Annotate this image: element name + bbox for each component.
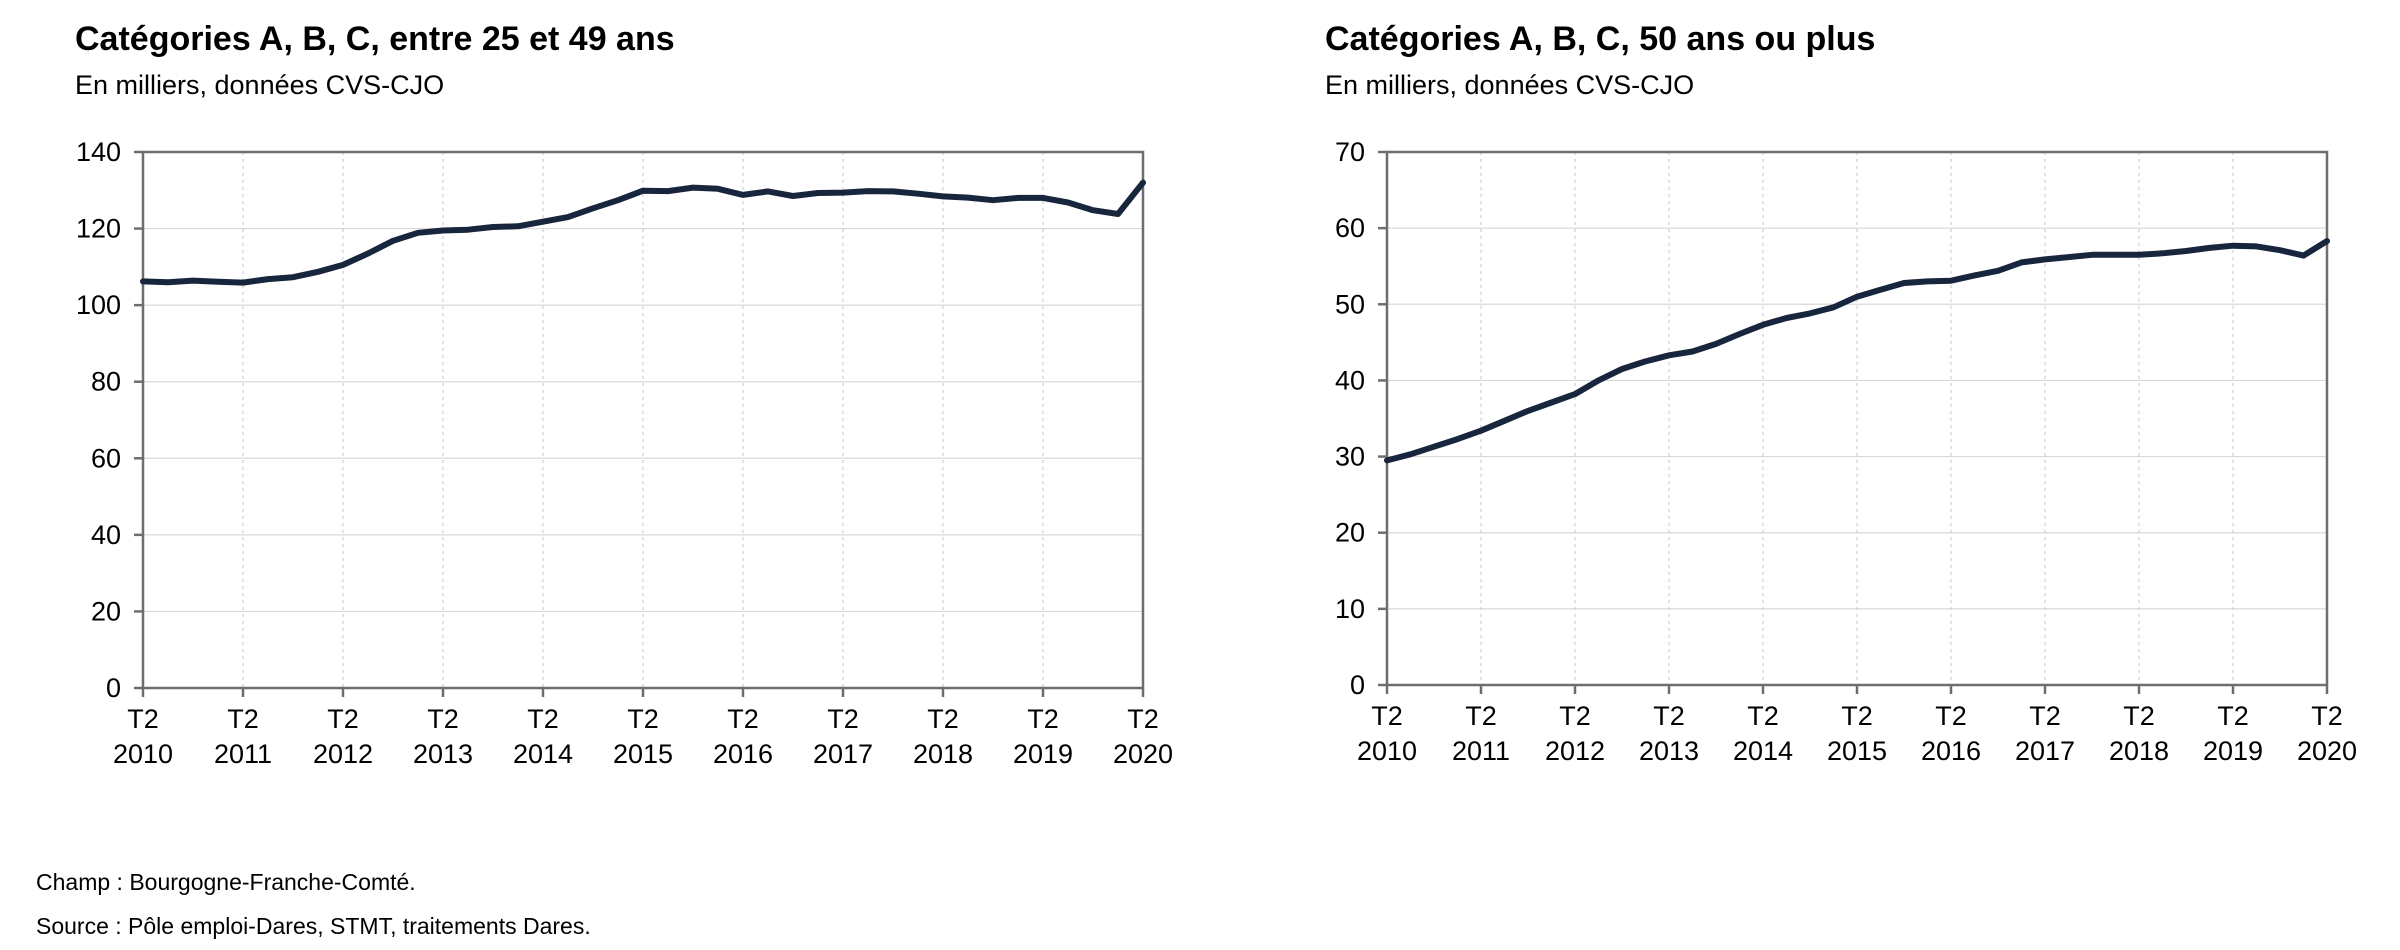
x-tick-label-year: 2016	[1921, 736, 1981, 766]
x-tick-label-quarter: T2	[627, 704, 659, 734]
x-tick-label-quarter: T2	[1935, 701, 1967, 731]
x-tick-label-quarter: T2	[2029, 701, 2061, 731]
chart-subtitle: En milliers, données CVS-CJO	[1325, 70, 1695, 100]
x-tick-label-quarter: T2	[2311, 701, 2343, 731]
x-tick-label-quarter: T2	[427, 704, 459, 734]
x-tick-label-year: 2015	[1827, 736, 1887, 766]
y-tick-label: 70	[1335, 137, 1365, 167]
x-tick-label-year: 2015	[613, 739, 673, 769]
x-tick-label-quarter: T2	[227, 704, 259, 734]
y-tick-label: 10	[1335, 594, 1365, 624]
y-tick-label: 20	[91, 596, 121, 626]
y-tick-label: 40	[1335, 365, 1365, 395]
x-tick-label-year: 2013	[413, 739, 473, 769]
line-chart-50-plus: 0 10 20 30 40 50 60 70 T2 2010 T2 2011 T2 2012 T2 2013 T…	[1335, 137, 2357, 766]
x-tick-label-year: 2017	[2015, 736, 2075, 766]
x-tick-label-year: 2014	[513, 739, 573, 769]
x-tick-label-quarter: T2	[1653, 701, 1685, 731]
x-tick-label-year: 2018	[913, 739, 973, 769]
x-tick-label-year: 2010	[113, 739, 173, 769]
x-tick-label-year: 2019	[2203, 736, 2263, 766]
y-tick-label: 50	[1335, 289, 1365, 319]
x-tick-label-quarter: T2	[127, 704, 159, 734]
x-tick-label-year: 2020	[2297, 736, 2357, 766]
x-tick-label-year: 2010	[1357, 736, 1417, 766]
x-tick-label-quarter: T2	[1747, 701, 1779, 731]
x-tick-label-quarter: T2	[827, 704, 859, 734]
x-tick-label-year: 2014	[1733, 736, 1793, 766]
x-tick-label-year: 2011	[1452, 736, 1510, 766]
x-tick-label-quarter: T2	[927, 704, 959, 734]
x-tick-label-quarter: T2	[327, 704, 359, 734]
x-tick-label-year: 2019	[1013, 739, 1073, 769]
y-tick-label: 0	[106, 673, 121, 703]
y-tick-label: 20	[1335, 518, 1365, 548]
x-tick-label-year: 2020	[1113, 739, 1173, 769]
x-tick-label-quarter: T2	[1127, 704, 1159, 734]
x-tick-label-year: 2012	[1545, 736, 1605, 766]
x-tick-label-quarter: T2	[2123, 701, 2155, 731]
y-tick-label: 60	[91, 443, 121, 473]
series-line	[140, 179, 1146, 286]
chart-title: Catégories A, B, C, 50 ans ou plus	[1325, 20, 1876, 58]
y-tick-label: 120	[76, 214, 121, 244]
x-tick-label-year: 2017	[813, 739, 873, 769]
x-tick-label-year: 2018	[2109, 736, 2169, 766]
y-tick-label: 40	[91, 520, 121, 550]
x-tick-label-quarter: T2	[1027, 704, 1059, 734]
x-tick-label-quarter: T2	[1841, 701, 1873, 731]
y-tick-label: 140	[76, 137, 121, 167]
x-tick-label-quarter: T2	[1371, 701, 1403, 731]
footnote-champ: Champ : Bourgogne-Franche-Comté.	[36, 869, 416, 895]
y-tick-label: 100	[76, 290, 121, 320]
x-tick-label-quarter: T2	[1559, 701, 1591, 731]
footnote-source: Source : Pôle emploi-Dares, STMT, traite…	[36, 913, 591, 939]
y-tick-label: 60	[1335, 213, 1365, 243]
y-tick-label: 80	[91, 367, 121, 397]
chart-panel-right: Catégories A, B, C, 50 ans ou plus En mi…	[1250, 0, 2400, 800]
series-line	[1384, 238, 2330, 464]
x-tick-label-quarter: T2	[527, 704, 559, 734]
x-tick-label-year: 2011	[214, 739, 272, 769]
y-tick-label: 0	[1350, 670, 1365, 700]
x-tick-label-year: 2013	[1639, 736, 1699, 766]
x-tick-label-quarter: T2	[2217, 701, 2249, 731]
chart-title: Catégories A, B, C, entre 25 et 49 ans	[75, 20, 675, 58]
line-chart-25-49: 0 20 40 60 80 100 120 140 T2 2010 T2 2011 T2 2012 T2 20…	[76, 137, 1173, 769]
x-tick-label-year: 2012	[313, 739, 373, 769]
x-tick-label-quarter: T2	[1465, 701, 1497, 731]
x-tick-label-year: 2016	[713, 739, 773, 769]
chart-subtitle: En milliers, données CVS-CJO	[75, 70, 445, 100]
chart-panel-left: Catégories A, B, C, entre 25 et 49 ans E…	[0, 0, 1200, 800]
y-tick-label: 30	[1335, 442, 1365, 472]
x-tick-label-quarter: T2	[727, 704, 759, 734]
